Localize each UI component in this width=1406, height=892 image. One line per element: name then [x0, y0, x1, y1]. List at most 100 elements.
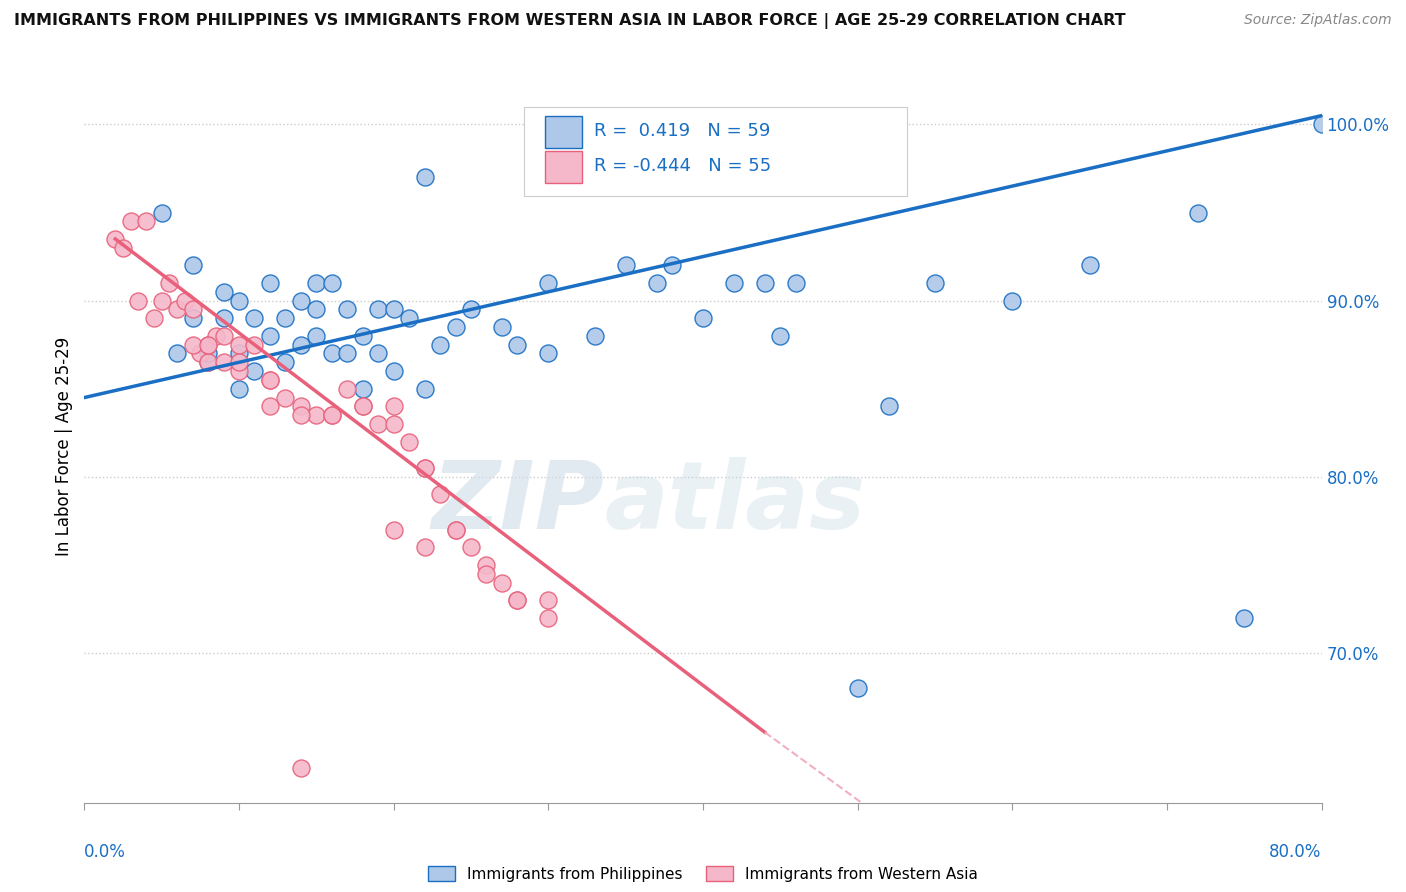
- Y-axis label: In Labor Force | Age 25-29: In Labor Force | Age 25-29: [55, 336, 73, 556]
- Point: [197, 337, 219, 351]
- Point: [228, 346, 250, 360]
- Text: Source: ZipAtlas.com: Source: ZipAtlas.com: [1244, 13, 1392, 28]
- Point: [290, 408, 312, 422]
- Point: [506, 337, 529, 351]
- Point: [413, 541, 436, 555]
- Point: [444, 523, 467, 537]
- Point: [785, 276, 807, 290]
- Text: IMMIGRANTS FROM PHILIPPINES VS IMMIGRANTS FROM WESTERN ASIA IN LABOR FORCE | AGE: IMMIGRANTS FROM PHILIPPINES VS IMMIGRANT…: [14, 13, 1126, 29]
- Point: [1233, 611, 1256, 625]
- Point: [305, 302, 328, 317]
- Point: [491, 575, 513, 590]
- FancyBboxPatch shape: [544, 116, 582, 148]
- Point: [243, 311, 266, 326]
- Point: [143, 311, 166, 326]
- Point: [188, 346, 211, 360]
- Text: 80.0%: 80.0%: [1270, 843, 1322, 861]
- Point: [150, 293, 173, 308]
- Point: [127, 293, 149, 308]
- Text: ZIP: ZIP: [432, 457, 605, 549]
- Point: [614, 259, 637, 273]
- Point: [259, 373, 281, 387]
- Point: [174, 293, 197, 308]
- Point: [413, 461, 436, 475]
- Point: [754, 276, 776, 290]
- Point: [159, 276, 180, 290]
- Point: [305, 408, 328, 422]
- Point: [413, 382, 436, 396]
- Point: [120, 214, 142, 228]
- FancyBboxPatch shape: [544, 152, 582, 184]
- Point: [243, 364, 266, 378]
- Point: [212, 285, 235, 299]
- Point: [197, 355, 219, 369]
- Point: [352, 329, 374, 343]
- Point: [181, 302, 204, 317]
- Point: [212, 355, 235, 369]
- Text: R =  0.419   N = 59: R = 0.419 N = 59: [595, 121, 770, 139]
- Point: [290, 760, 312, 774]
- Point: [398, 434, 420, 449]
- Point: [274, 355, 297, 369]
- Point: [661, 259, 683, 273]
- Point: [846, 681, 869, 696]
- Point: [166, 302, 188, 317]
- Point: [336, 346, 359, 360]
- Point: [460, 541, 482, 555]
- Point: [135, 214, 157, 228]
- Point: [181, 311, 204, 326]
- Point: [1187, 205, 1209, 219]
- Point: [429, 337, 451, 351]
- Point: [259, 329, 281, 343]
- Text: R = -0.444   N = 55: R = -0.444 N = 55: [595, 157, 772, 175]
- Point: [1078, 259, 1101, 273]
- Point: [228, 355, 250, 369]
- Point: [205, 329, 228, 343]
- Point: [336, 382, 359, 396]
- Point: [352, 400, 374, 414]
- Text: atlas: atlas: [605, 457, 865, 549]
- Point: [382, 400, 405, 414]
- Point: [290, 337, 312, 351]
- Point: [382, 417, 405, 431]
- Point: [444, 320, 467, 334]
- Point: [429, 487, 451, 501]
- Point: [723, 276, 745, 290]
- Point: [274, 311, 297, 326]
- Point: [506, 593, 529, 607]
- Point: [228, 337, 250, 351]
- Point: [181, 337, 204, 351]
- Point: [537, 593, 560, 607]
- Point: [259, 373, 281, 387]
- Point: [197, 337, 219, 351]
- Point: [413, 461, 436, 475]
- Point: [274, 391, 297, 405]
- Point: [104, 232, 127, 246]
- Point: [537, 276, 560, 290]
- Point: [321, 276, 343, 290]
- Point: [321, 408, 343, 422]
- Point: [352, 400, 374, 414]
- Point: [769, 329, 792, 343]
- Point: [212, 311, 235, 326]
- Point: [413, 170, 436, 185]
- Point: [305, 276, 328, 290]
- Point: [1310, 118, 1333, 132]
- Point: [367, 302, 389, 317]
- Point: [1001, 293, 1024, 308]
- Point: [228, 382, 250, 396]
- Point: [228, 364, 250, 378]
- Point: [321, 408, 343, 422]
- Point: [166, 346, 188, 360]
- Point: [197, 346, 219, 360]
- Point: [305, 329, 328, 343]
- Point: [228, 293, 250, 308]
- Point: [367, 346, 389, 360]
- FancyBboxPatch shape: [523, 107, 907, 196]
- Point: [537, 611, 560, 625]
- Point: [460, 302, 482, 317]
- Point: [692, 311, 714, 326]
- Point: [398, 311, 420, 326]
- Point: [382, 523, 405, 537]
- Point: [321, 346, 343, 360]
